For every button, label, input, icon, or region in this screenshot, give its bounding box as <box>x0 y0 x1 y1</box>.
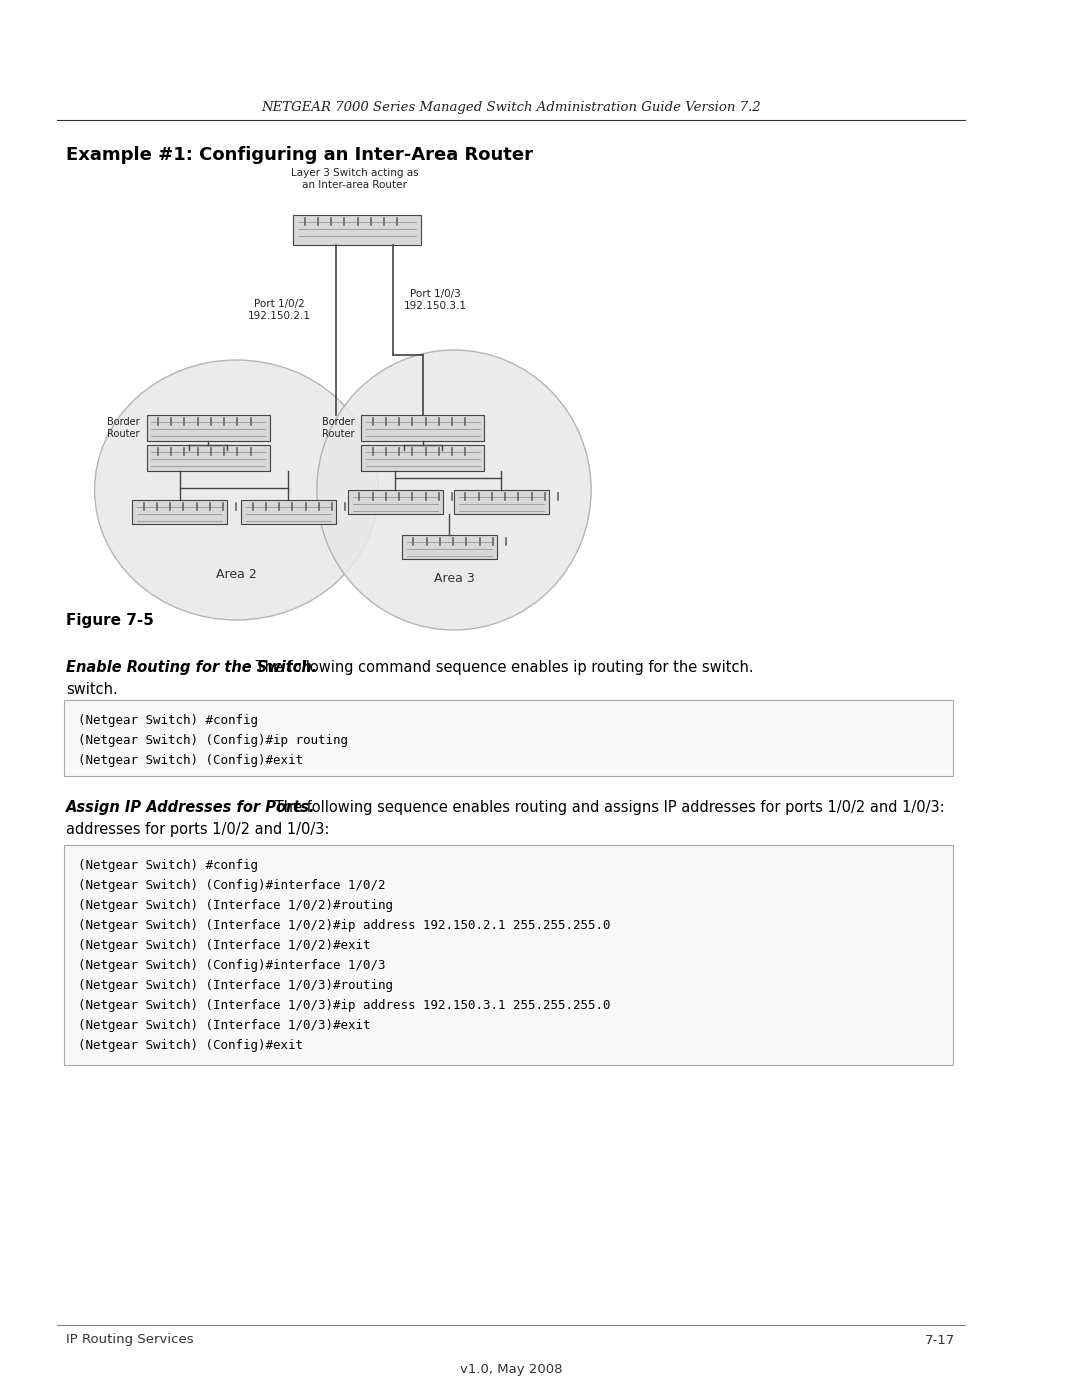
Text: Example #1: Configuring an Inter-Area Router: Example #1: Configuring an Inter-Area Ro… <box>66 147 534 163</box>
FancyBboxPatch shape <box>133 500 227 524</box>
FancyBboxPatch shape <box>362 415 484 441</box>
FancyBboxPatch shape <box>348 490 443 514</box>
Text: The following sequence enables routing and assigns IP addresses for ports 1/0/2 : The following sequence enables routing a… <box>270 800 944 814</box>
Text: Assign IP Addresses for Ports.: Assign IP Addresses for Ports. <box>66 800 315 814</box>
Ellipse shape <box>316 351 591 630</box>
Text: Border
Router: Border Router <box>107 418 140 439</box>
Text: v1.0, May 2008: v1.0, May 2008 <box>459 1363 562 1376</box>
Ellipse shape <box>95 360 378 620</box>
FancyBboxPatch shape <box>241 500 336 524</box>
FancyBboxPatch shape <box>147 415 270 441</box>
FancyBboxPatch shape <box>147 446 270 471</box>
Text: Area 3: Area 3 <box>434 571 474 584</box>
Text: switch.: switch. <box>66 682 118 697</box>
Text: addresses for ports 1/0/2 and 1/0/3:: addresses for ports 1/0/2 and 1/0/3: <box>66 821 329 837</box>
Text: Area 2: Area 2 <box>216 569 257 581</box>
Text: (Netgear Switch) #config
(Netgear Switch) (Config)#ip routing
(Netgear Switch) (: (Netgear Switch) #config (Netgear Switch… <box>78 714 348 767</box>
Text: Port 1/0/3
192.150.3.1: Port 1/0/3 192.150.3.1 <box>404 289 467 310</box>
FancyBboxPatch shape <box>65 700 954 775</box>
Text: Port 1/0/2
192.150.2.1: Port 1/0/2 192.150.2.1 <box>247 299 311 321</box>
Text: Enable Routing for the Switch.: Enable Routing for the Switch. <box>66 659 318 675</box>
Text: IP Routing Services: IP Routing Services <box>66 1334 193 1347</box>
Text: Border
Router: Border Router <box>322 418 354 439</box>
Text: 7-17: 7-17 <box>926 1334 956 1347</box>
FancyBboxPatch shape <box>362 446 484 471</box>
Text: Layer 3 Switch acting as
an Inter-area Router: Layer 3 Switch acting as an Inter-area R… <box>291 169 419 190</box>
FancyBboxPatch shape <box>402 535 497 559</box>
Text: (Netgear Switch) #config
(Netgear Switch) (Config)#interface 1/0/2
(Netgear Swit: (Netgear Switch) #config (Netgear Switch… <box>78 859 610 1052</box>
FancyBboxPatch shape <box>293 215 421 244</box>
Text: Figure 7-5: Figure 7-5 <box>66 612 154 627</box>
FancyBboxPatch shape <box>65 845 954 1065</box>
Text: NETGEAR 7000 Series Managed Switch Administration Guide Version 7.2: NETGEAR 7000 Series Managed Switch Admin… <box>261 102 760 115</box>
FancyBboxPatch shape <box>454 490 549 514</box>
Text: The following command sequence enables ip routing for the switch.: The following command sequence enables i… <box>251 659 753 675</box>
